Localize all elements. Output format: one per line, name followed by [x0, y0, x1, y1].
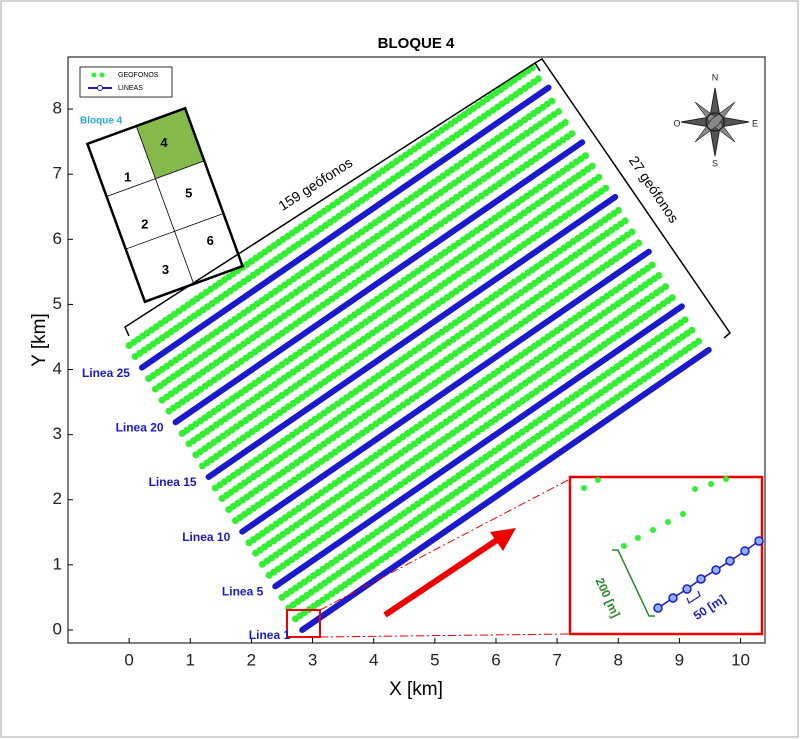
y-tick-label: 5: [53, 294, 62, 313]
arrow-head: [490, 528, 516, 551]
block-map-title: Bloque 4: [80, 116, 123, 127]
line-label: Linea 25: [82, 366, 130, 380]
x-tick-label: 10: [731, 650, 750, 669]
geophone-line: [291, 335, 706, 623]
compass-label: O: [673, 118, 680, 128]
survey-line: [272, 303, 685, 590]
line-label: Linea 5: [222, 585, 264, 599]
compass-label: S: [712, 158, 718, 168]
x-tick-label: 5: [430, 650, 439, 669]
x-tick-label: 2: [247, 650, 256, 669]
geophone-line: [185, 160, 600, 448]
geophone-line: [245, 259, 660, 547]
geophone-line: [125, 61, 540, 349]
geophone-line: [145, 95, 559, 383]
survey-line: [205, 193, 619, 480]
arrow: [383, 535, 502, 618]
survey-line: [239, 248, 652, 535]
zoom-box: [568, 475, 764, 636]
legend-swatch: [99, 72, 105, 78]
legend-label: LINEAS: [118, 85, 143, 92]
bracket: [534, 58, 732, 339]
line-label: Linea 1: [249, 628, 291, 642]
compass-star: [694, 101, 736, 143]
y-tick-label: 7: [53, 164, 62, 183]
geophone-line: [252, 269, 666, 557]
survey-line: [299, 347, 712, 633]
x-tick-label: 4: [369, 650, 378, 669]
x-tick-label: 8: [614, 650, 623, 669]
zoom-geophones: [653, 536, 764, 613]
geophone-line: [178, 149, 593, 437]
block-grid: [106, 160, 205, 197]
block-label: 5: [185, 186, 192, 201]
y-tick-label: 6: [53, 229, 62, 248]
block-grid: [135, 125, 195, 285]
geophone-line: [158, 116, 573, 404]
zoom-connector: [319, 633, 571, 638]
block-label: 2: [141, 217, 148, 232]
block-label: 3: [162, 262, 169, 277]
dimension: [686, 590, 701, 604]
zoom-dots: [581, 476, 729, 549]
y-axis-label: Y [km]: [29, 313, 50, 367]
block-label: 4: [160, 135, 168, 150]
block-label: 6: [207, 233, 214, 248]
x-tick-label: 6: [491, 650, 500, 669]
x-axis-label: X [km]: [389, 679, 443, 700]
survey-line: [138, 84, 552, 371]
geophone-line: [225, 226, 639, 514]
block-label: 1: [124, 170, 131, 185]
chart-title: BLOQUE 4: [378, 35, 455, 52]
x-tick-label: 9: [675, 650, 684, 669]
geophone-line: [265, 291, 680, 579]
legend-swatch: [91, 72, 97, 78]
dimension: [612, 549, 655, 617]
y-tick-label: 4: [53, 359, 62, 378]
y-tick-label: 8: [53, 99, 62, 118]
geophone-line: [218, 214, 633, 502]
x-tick-label: 0: [124, 650, 133, 669]
geophone-line: [131, 73, 546, 361]
compass: N S E O: [673, 72, 758, 168]
line-label: Linea 15: [149, 475, 197, 489]
compass-ring: [705, 112, 725, 132]
geophone-line: [192, 171, 606, 459]
geophone-line: [151, 105, 566, 393]
block-grid: [125, 213, 224, 250]
geophone-line: [278, 313, 693, 601]
geophone-line: [165, 127, 579, 415]
bracket: [124, 61, 541, 337]
plot-area: [125, 61, 712, 633]
geophone-line: [232, 237, 646, 525]
legend-box: [79, 66, 173, 98]
zoom-source: [286, 609, 321, 638]
legend-swatch: [97, 85, 103, 91]
geophone-line: [199, 182, 613, 470]
y-tick-label: 1: [53, 554, 62, 573]
survey-line: [172, 139, 586, 426]
geophone-line: [285, 324, 699, 612]
axes-box: [67, 56, 766, 644]
block-map: 1 2 3 4 5 6: [85, 106, 245, 304]
legend-label: GEOFONOS: [118, 72, 159, 79]
legend: GEOFONOS LINEAS: [79, 66, 173, 98]
compass-label: N: [712, 72, 719, 82]
x-tick-label: 3: [308, 650, 317, 669]
line-label: Linea 20: [116, 420, 164, 434]
geophone-line: [211, 204, 626, 492]
y-tick-label: 0: [53, 619, 62, 638]
block-cell: [136, 108, 205, 179]
geophone-line: [258, 280, 673, 568]
x-tick-label: 1: [186, 650, 195, 669]
line-label: Linea 10: [182, 530, 230, 544]
zoom-connector: [319, 478, 571, 611]
x-tick-label: 7: [552, 650, 561, 669]
y-tick-label: 3: [53, 424, 62, 443]
compass-label: E: [752, 118, 758, 128]
y-tick-label: 2: [53, 489, 62, 508]
